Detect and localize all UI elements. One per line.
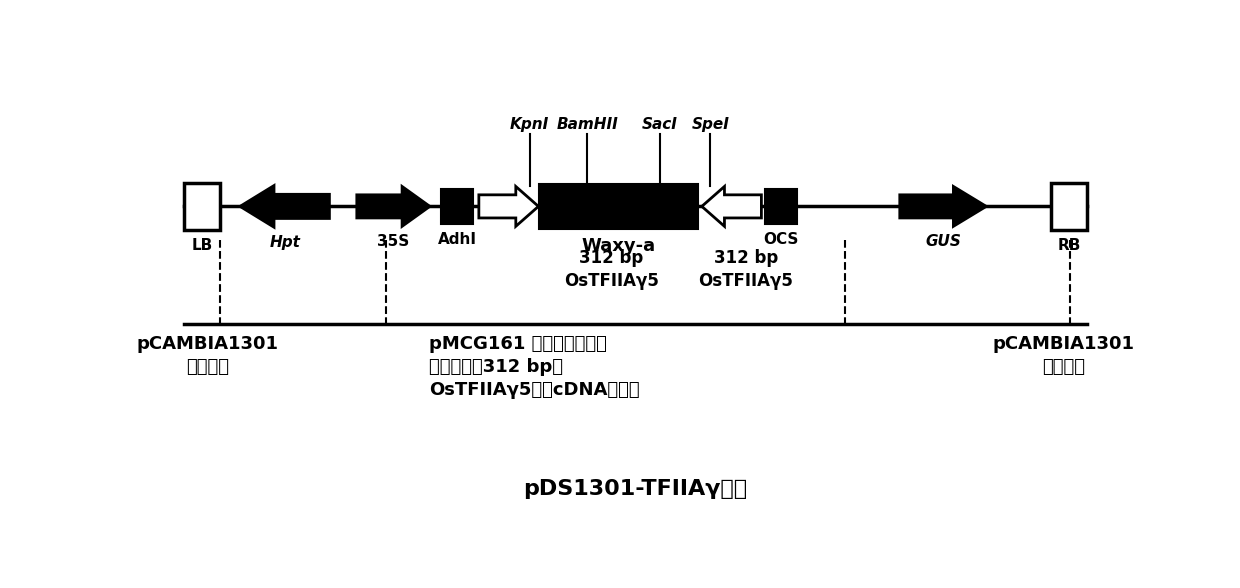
Bar <box>765 189 797 223</box>
Text: 载体骨架: 载体骨架 <box>1042 358 1085 376</box>
Text: AdhI: AdhI <box>438 232 476 247</box>
Text: SacI: SacI <box>641 116 677 132</box>
Text: 35S: 35S <box>377 235 409 249</box>
Bar <box>539 184 698 229</box>
Text: OCS: OCS <box>764 232 799 247</box>
Text: pMCG161 载体构建（插入: pMCG161 载体构建（插入 <box>429 335 606 353</box>
Polygon shape <box>479 186 538 226</box>
Text: SpeI: SpeI <box>692 116 729 132</box>
Text: Hpt: Hpt <box>269 235 300 250</box>
Text: GUS: GUS <box>925 235 961 249</box>
Polygon shape <box>900 186 986 226</box>
Text: BamHII: BamHII <box>557 116 619 132</box>
Text: pDS1301-TFIIAγ载体: pDS1301-TFIIAγ载体 <box>523 479 748 499</box>
Text: 312 bp: 312 bp <box>714 249 779 268</box>
Text: 了两条反向312 bp的: 了两条反向312 bp的 <box>429 358 563 376</box>
Polygon shape <box>241 186 330 227</box>
Text: OsTFIIAγ5基因cDNA片段）: OsTFIIAγ5基因cDNA片段） <box>429 380 640 399</box>
Text: pCAMBIA1301: pCAMBIA1301 <box>136 335 279 353</box>
Text: RB: RB <box>1058 238 1080 253</box>
Text: 312 bp: 312 bp <box>579 249 644 268</box>
Text: Waxy-a: Waxy-a <box>582 237 656 255</box>
Text: 载体骨架: 载体骨架 <box>186 358 229 376</box>
Bar <box>184 183 221 230</box>
Text: OsTFIIAγ5: OsTFIIAγ5 <box>564 272 658 290</box>
Text: LB: LB <box>191 238 213 253</box>
Text: OsTFIIAγ5: OsTFIIAγ5 <box>698 272 794 290</box>
Text: pCAMBIA1301: pCAMBIA1301 <box>992 335 1135 353</box>
Bar <box>441 189 474 223</box>
Polygon shape <box>702 186 761 226</box>
Polygon shape <box>357 186 430 226</box>
Bar <box>1050 183 1087 230</box>
Text: KpnI: KpnI <box>510 116 549 132</box>
